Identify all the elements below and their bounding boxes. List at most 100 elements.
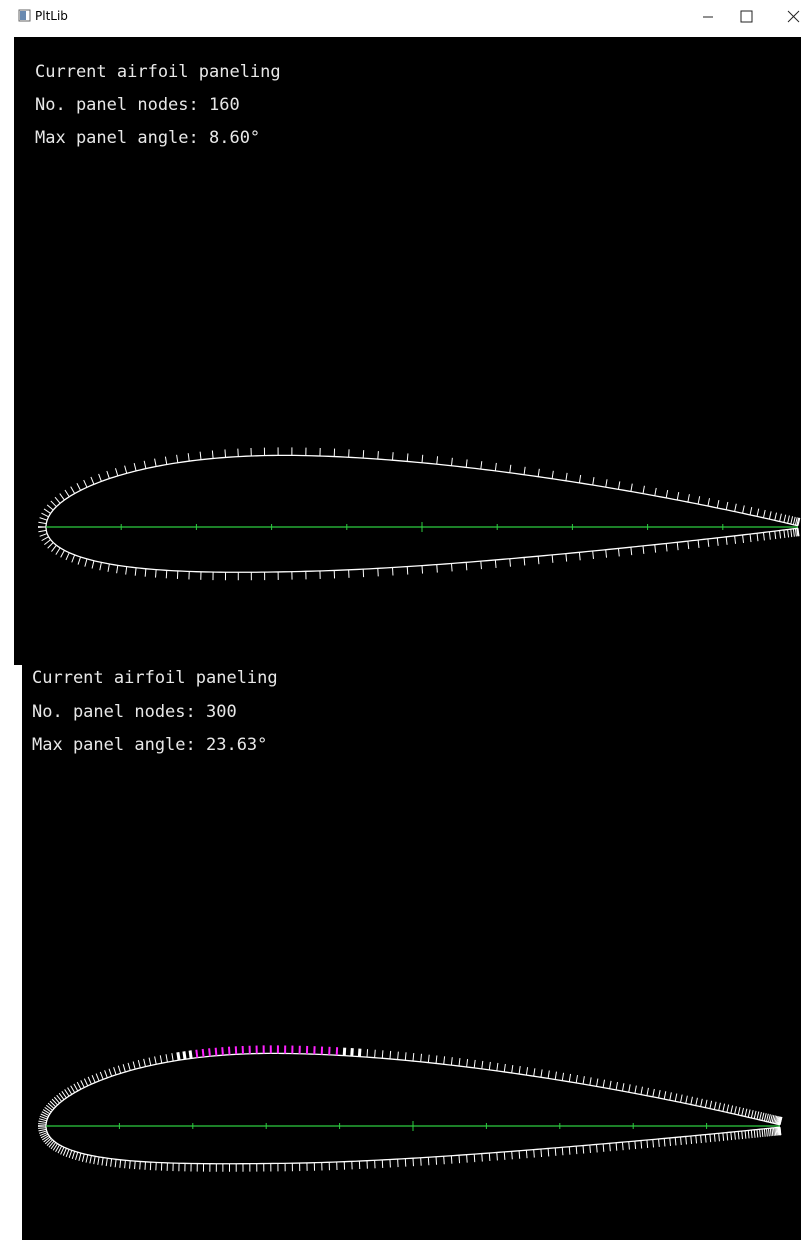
panel-normal [790, 529, 793, 538]
panel-normal [494, 462, 497, 471]
panel-normal [615, 1081, 619, 1091]
panel-normal [134, 567, 137, 576]
panel-normal [761, 1112, 765, 1121]
panel-normal [165, 1054, 168, 1063]
panel-normal [44, 1106, 52, 1113]
panel-normal [451, 563, 453, 572]
panel-normal [774, 1127, 777, 1136]
airfoil-outline [45, 1052, 781, 1165]
panel-normal [621, 1083, 625, 1092]
panel-normal [779, 513, 782, 522]
panel-normal [663, 1091, 667, 1100]
panel-normal [621, 1142, 624, 1151]
panel-normal [38, 521, 47, 525]
panel-normal [108, 1068, 113, 1077]
panel-normal [466, 1154, 468, 1163]
panel-normal [39, 517, 48, 521]
panel-normal [41, 1135, 50, 1141]
panel-normal [127, 1062, 131, 1071]
panel-normal [722, 1103, 726, 1112]
panel-normal [93, 1156, 96, 1165]
panel-normal [421, 454, 424, 463]
close-button[interactable] [787, 10, 800, 23]
app-icon-fill [20, 11, 26, 20]
panel-normal [777, 1116, 781, 1125]
panel-normal [436, 564, 438, 573]
panel-normal [85, 1154, 89, 1163]
panel-normal [116, 565, 119, 574]
panel-normal [749, 534, 752, 543]
panel-normal [634, 1141, 637, 1150]
panel-normal [54, 496, 61, 504]
panel-normal [38, 1120, 47, 1124]
panel-normal [753, 1110, 757, 1119]
panel-normal [794, 528, 797, 537]
panel-normal [778, 1127, 781, 1136]
panel-normal [794, 517, 798, 526]
panel-normal [756, 508, 760, 517]
panel-normal [480, 561, 482, 570]
panel-normal [38, 1127, 47, 1129]
panel-normal [494, 559, 497, 568]
panel-normal [366, 1049, 369, 1058]
panel-normal [747, 1130, 750, 1139]
panel-normal [592, 550, 594, 560]
panel-normal [551, 470, 554, 479]
panel-normal [473, 1059, 476, 1068]
panel-normal [80, 1080, 85, 1088]
panel-normal [525, 1067, 529, 1076]
panel-normal [40, 1133, 49, 1139]
panel-normal [762, 532, 765, 541]
panel-normal [47, 542, 54, 549]
panel-normal [124, 1160, 126, 1169]
airfoil-plot [37, 447, 801, 581]
panel-normal [95, 1073, 100, 1082]
panel-normal [582, 1145, 585, 1154]
panel-normal [776, 1116, 780, 1125]
panel-normal [67, 1087, 73, 1095]
panel-normal [119, 1159, 122, 1168]
panel-normal [104, 1070, 108, 1078]
panel-normal [389, 1050, 392, 1059]
panel-normal [64, 1089, 70, 1097]
panel-normal [406, 566, 409, 575]
panel-normal [700, 1098, 703, 1107]
panel-normal [39, 1132, 48, 1137]
panel-normal [767, 1128, 770, 1137]
panel-normal [697, 539, 700, 548]
panel-normal [676, 542, 679, 551]
panel-normal [523, 557, 526, 566]
panel-normal [547, 1148, 550, 1157]
panel-normal [771, 1127, 774, 1137]
panel-normal [377, 451, 379, 460]
panel-normal [769, 1114, 773, 1123]
title-bar [14, 0, 801, 37]
panel-normal [713, 1101, 717, 1110]
panel-normal [101, 1157, 104, 1166]
panel-normal [139, 1161, 141, 1170]
panel-normal [716, 537, 719, 546]
panel-normal [744, 1108, 748, 1117]
panel-normal [38, 1118, 47, 1122]
panel-normal [38, 1128, 47, 1132]
panel-normal [718, 1102, 721, 1111]
panel-normal [533, 1068, 536, 1077]
panel-normal [227, 1046, 231, 1055]
panel-normal [110, 1158, 113, 1167]
panel-normal [132, 1061, 136, 1070]
panel-normal [188, 1050, 193, 1059]
panel-normal [596, 1144, 598, 1153]
panel-normal [404, 1052, 407, 1061]
panel-normal [658, 1138, 660, 1147]
panel-normal [640, 1086, 643, 1095]
panel-normal [481, 1153, 483, 1162]
panel-normal [700, 1135, 702, 1144]
panel-normal [697, 496, 701, 505]
panel-normal [561, 1147, 564, 1156]
panel-normal [540, 1069, 543, 1078]
panel-normal [473, 1154, 476, 1163]
maximize-button[interactable] [740, 10, 753, 23]
panel-normal [44, 1138, 52, 1145]
panel-normal [774, 512, 778, 521]
panel-normal [763, 1128, 766, 1137]
